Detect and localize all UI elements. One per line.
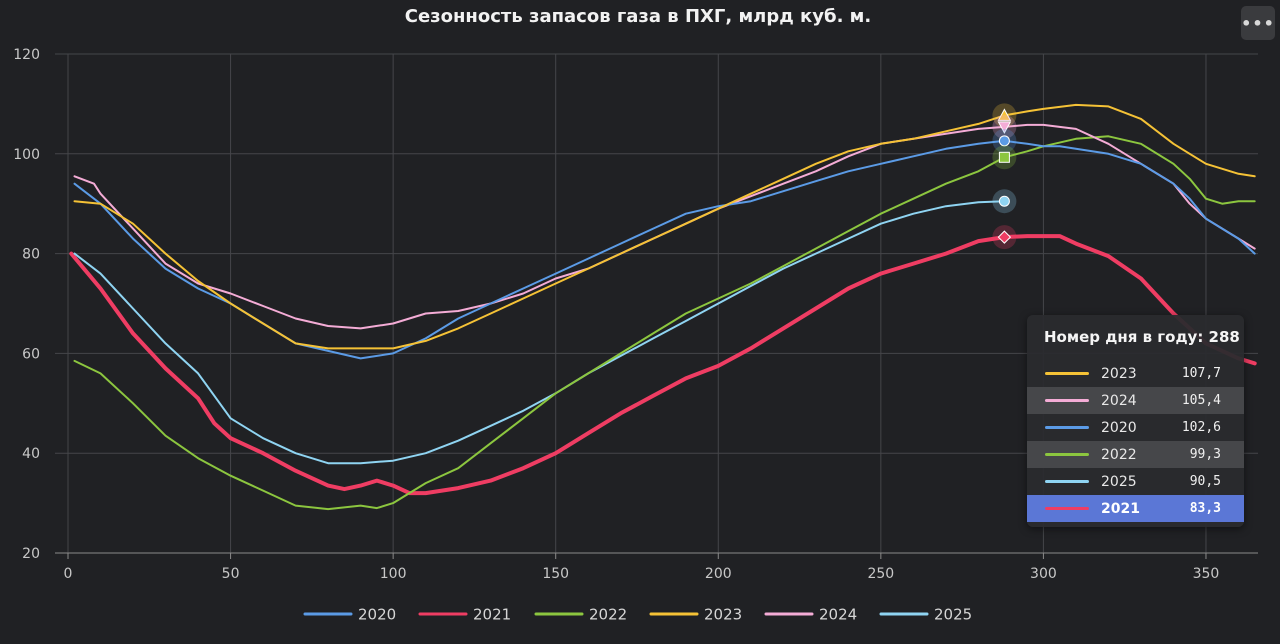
tooltip-row-2023: 2023 107,7 bbox=[1027, 360, 1244, 387]
legend-item-2023[interactable]: 2023 bbox=[649, 606, 742, 624]
series-lines bbox=[69, 103, 1257, 511]
legend-item-2022[interactable]: 2022 bbox=[534, 606, 627, 624]
hover-marker-2021 bbox=[992, 225, 1017, 250]
tooltip-year: 2025 bbox=[1101, 473, 1137, 490]
legend-item-2025[interactable]: 2025 bbox=[879, 606, 972, 624]
series-line-2024[interactable] bbox=[73, 123, 1256, 330]
chart-menu-button[interactable]: ••• bbox=[1241, 6, 1275, 40]
y-tick-label: 20 bbox=[22, 546, 40, 562]
legend-label: 2025 bbox=[934, 606, 972, 624]
tooltip-value: 105,4 bbox=[1181, 393, 1221, 408]
legend-label: 2021 bbox=[473, 606, 511, 624]
tooltip-year: 2024 bbox=[1101, 392, 1137, 409]
tooltip-row-2024: 2024 105,4 bbox=[1027, 387, 1244, 414]
y-tick-label: 100 bbox=[13, 147, 40, 163]
legend-item-2021[interactable]: 2021 bbox=[418, 606, 511, 624]
x-tick-label: 350 bbox=[1193, 566, 1220, 582]
tooltip-swatch bbox=[1045, 453, 1089, 456]
tooltip-swatch bbox=[1045, 507, 1089, 510]
x-tick-label: 150 bbox=[542, 566, 569, 582]
legend: 2020 2021 2022 2023 2024 2025 bbox=[303, 606, 972, 624]
tooltip-swatch bbox=[1045, 372, 1089, 375]
series-line-2023[interactable] bbox=[73, 103, 1256, 350]
x-tick-label: 100 bbox=[380, 566, 407, 582]
series-line-2025[interactable] bbox=[73, 200, 1006, 465]
tooltip-value: 99,3 bbox=[1189, 447, 1221, 462]
tooltip-title: Номер дня в году: 288 bbox=[1044, 328, 1240, 346]
x-tick-label: 300 bbox=[1030, 566, 1057, 582]
legend-label: 2023 bbox=[704, 606, 742, 624]
tooltip-swatch bbox=[1045, 426, 1089, 429]
chart-title: Сезонность запасов газа в ПХГ, млрд куб.… bbox=[405, 6, 871, 27]
tooltip-row-2021: 2021 83,3 bbox=[1027, 495, 1244, 522]
y-tick-label: 80 bbox=[22, 247, 40, 263]
legend-label: 2022 bbox=[589, 606, 627, 624]
tooltip-row-2022: 2022 99,3 bbox=[1027, 441, 1244, 468]
hover-marker-2025 bbox=[992, 189, 1017, 214]
tooltip-swatch bbox=[1045, 399, 1089, 402]
y-tick-label: 60 bbox=[22, 346, 40, 362]
x-axis: 0 50 100 150 200 250 300 350 bbox=[55, 552, 1258, 582]
y-tick-label: 120 bbox=[13, 47, 40, 63]
hover-marker-2022 bbox=[992, 145, 1017, 170]
x-tick-label: 250 bbox=[867, 566, 894, 582]
series-line-2022[interactable] bbox=[73, 135, 1256, 511]
tooltip-value: 107,7 bbox=[1181, 366, 1221, 381]
legend-item-2024[interactable]: 2024 bbox=[764, 606, 857, 624]
legend-item-2020[interactable]: 2020 bbox=[303, 606, 396, 624]
hover-marker-2020 bbox=[992, 128, 1017, 153]
tooltip-row-2025: 2025 90,5 bbox=[1027, 468, 1244, 495]
legend-label: 2020 bbox=[358, 606, 396, 624]
tooltip-value: 90,5 bbox=[1189, 474, 1221, 489]
tooltip: Номер дня в году: 288 2023 107,7 2024 105,4… bbox=[1027, 315, 1244, 527]
legend-label: 2024 bbox=[819, 606, 857, 624]
y-axis: 20 40 60 80 100 120 bbox=[13, 47, 40, 562]
tooltip-year: 2020 bbox=[1101, 419, 1137, 436]
tooltip-year: 2022 bbox=[1101, 446, 1137, 463]
tooltip-value: 102,6 bbox=[1181, 420, 1221, 435]
series-line-2021[interactable] bbox=[69, 234, 1257, 496]
x-tick-label: 0 bbox=[64, 566, 73, 582]
tooltip-year: 2023 bbox=[1101, 365, 1137, 382]
x-tick-label: 200 bbox=[705, 566, 732, 582]
y-tick-label: 40 bbox=[22, 446, 40, 462]
hover-markers bbox=[992, 103, 1017, 250]
tooltip-row-2020: 2020 102,6 bbox=[1027, 414, 1244, 441]
tooltip-value: 83,3 bbox=[1189, 501, 1221, 516]
x-tick-label: 50 bbox=[222, 566, 240, 582]
hover-marker-2024 bbox=[992, 114, 1017, 139]
tooltip-year: 2021 bbox=[1101, 500, 1140, 517]
tooltip-swatch bbox=[1045, 480, 1089, 483]
